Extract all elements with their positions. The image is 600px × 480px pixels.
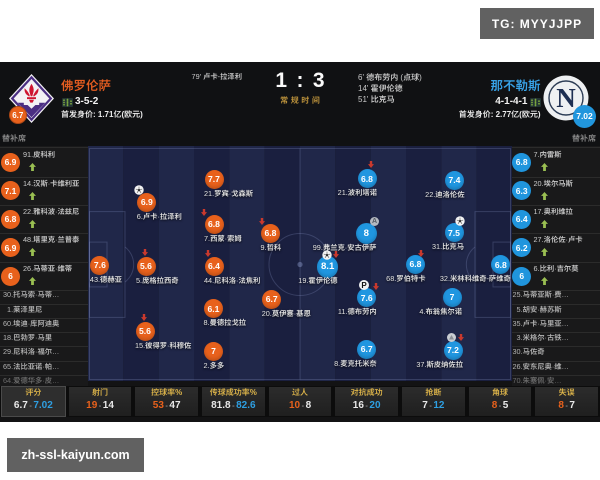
svg-text:N: N: [556, 83, 576, 113]
